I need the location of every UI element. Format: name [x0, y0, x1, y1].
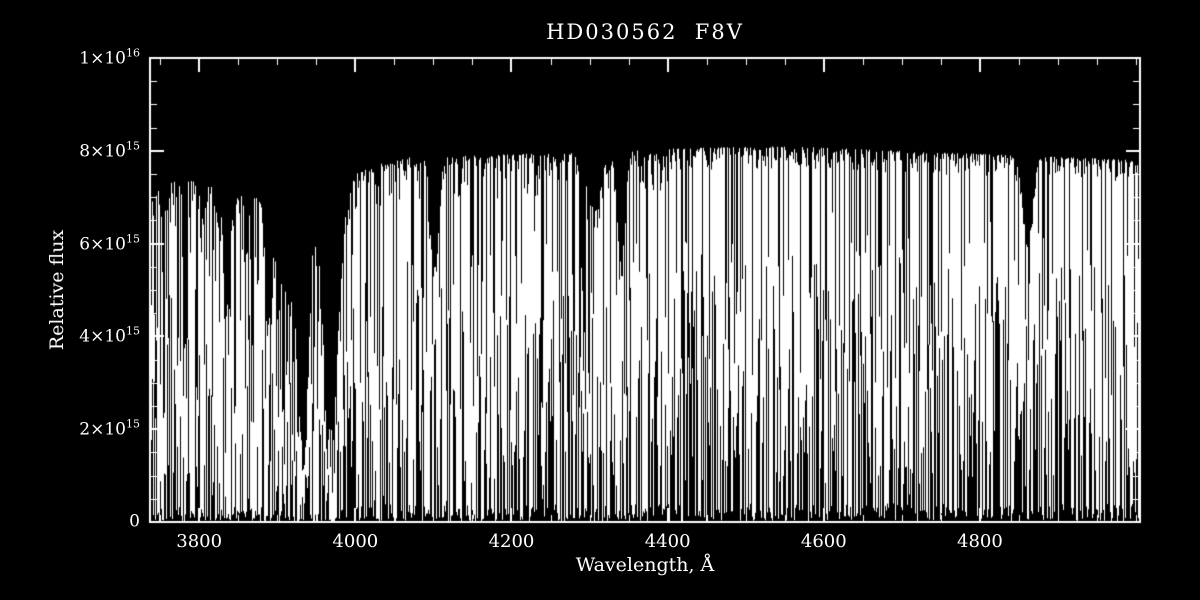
x-axis-label: Wavelength, Å	[575, 554, 715, 576]
y-tick-label: 2×1015	[79, 417, 140, 440]
x-tick-label: 4200	[488, 531, 535, 552]
x-tick-label: 4400	[644, 531, 691, 552]
x-tick-label: 3800	[176, 531, 223, 552]
y-tick-label: 0	[129, 511, 140, 532]
x-tick-label: 4000	[332, 531, 379, 552]
x-tick-label: 4600	[800, 531, 847, 552]
x-tick-labels: 3800 4000 4200 4400 4600 4800	[0, 531, 1200, 555]
y-tick-label: 8×1015	[79, 139, 140, 162]
y-tick-label: 1×1016	[79, 46, 140, 69]
x-tick-label: 4800	[957, 531, 1003, 552]
plot-title: HD030562 F8V	[546, 20, 744, 44]
y-tick-label: 6×1015	[79, 232, 140, 254]
y-tick-labels: 0 2×1015 4×1015 6×1015 8×1015 1×1016	[0, 0, 144, 600]
y-tick-label: 4×1015	[79, 325, 140, 347]
